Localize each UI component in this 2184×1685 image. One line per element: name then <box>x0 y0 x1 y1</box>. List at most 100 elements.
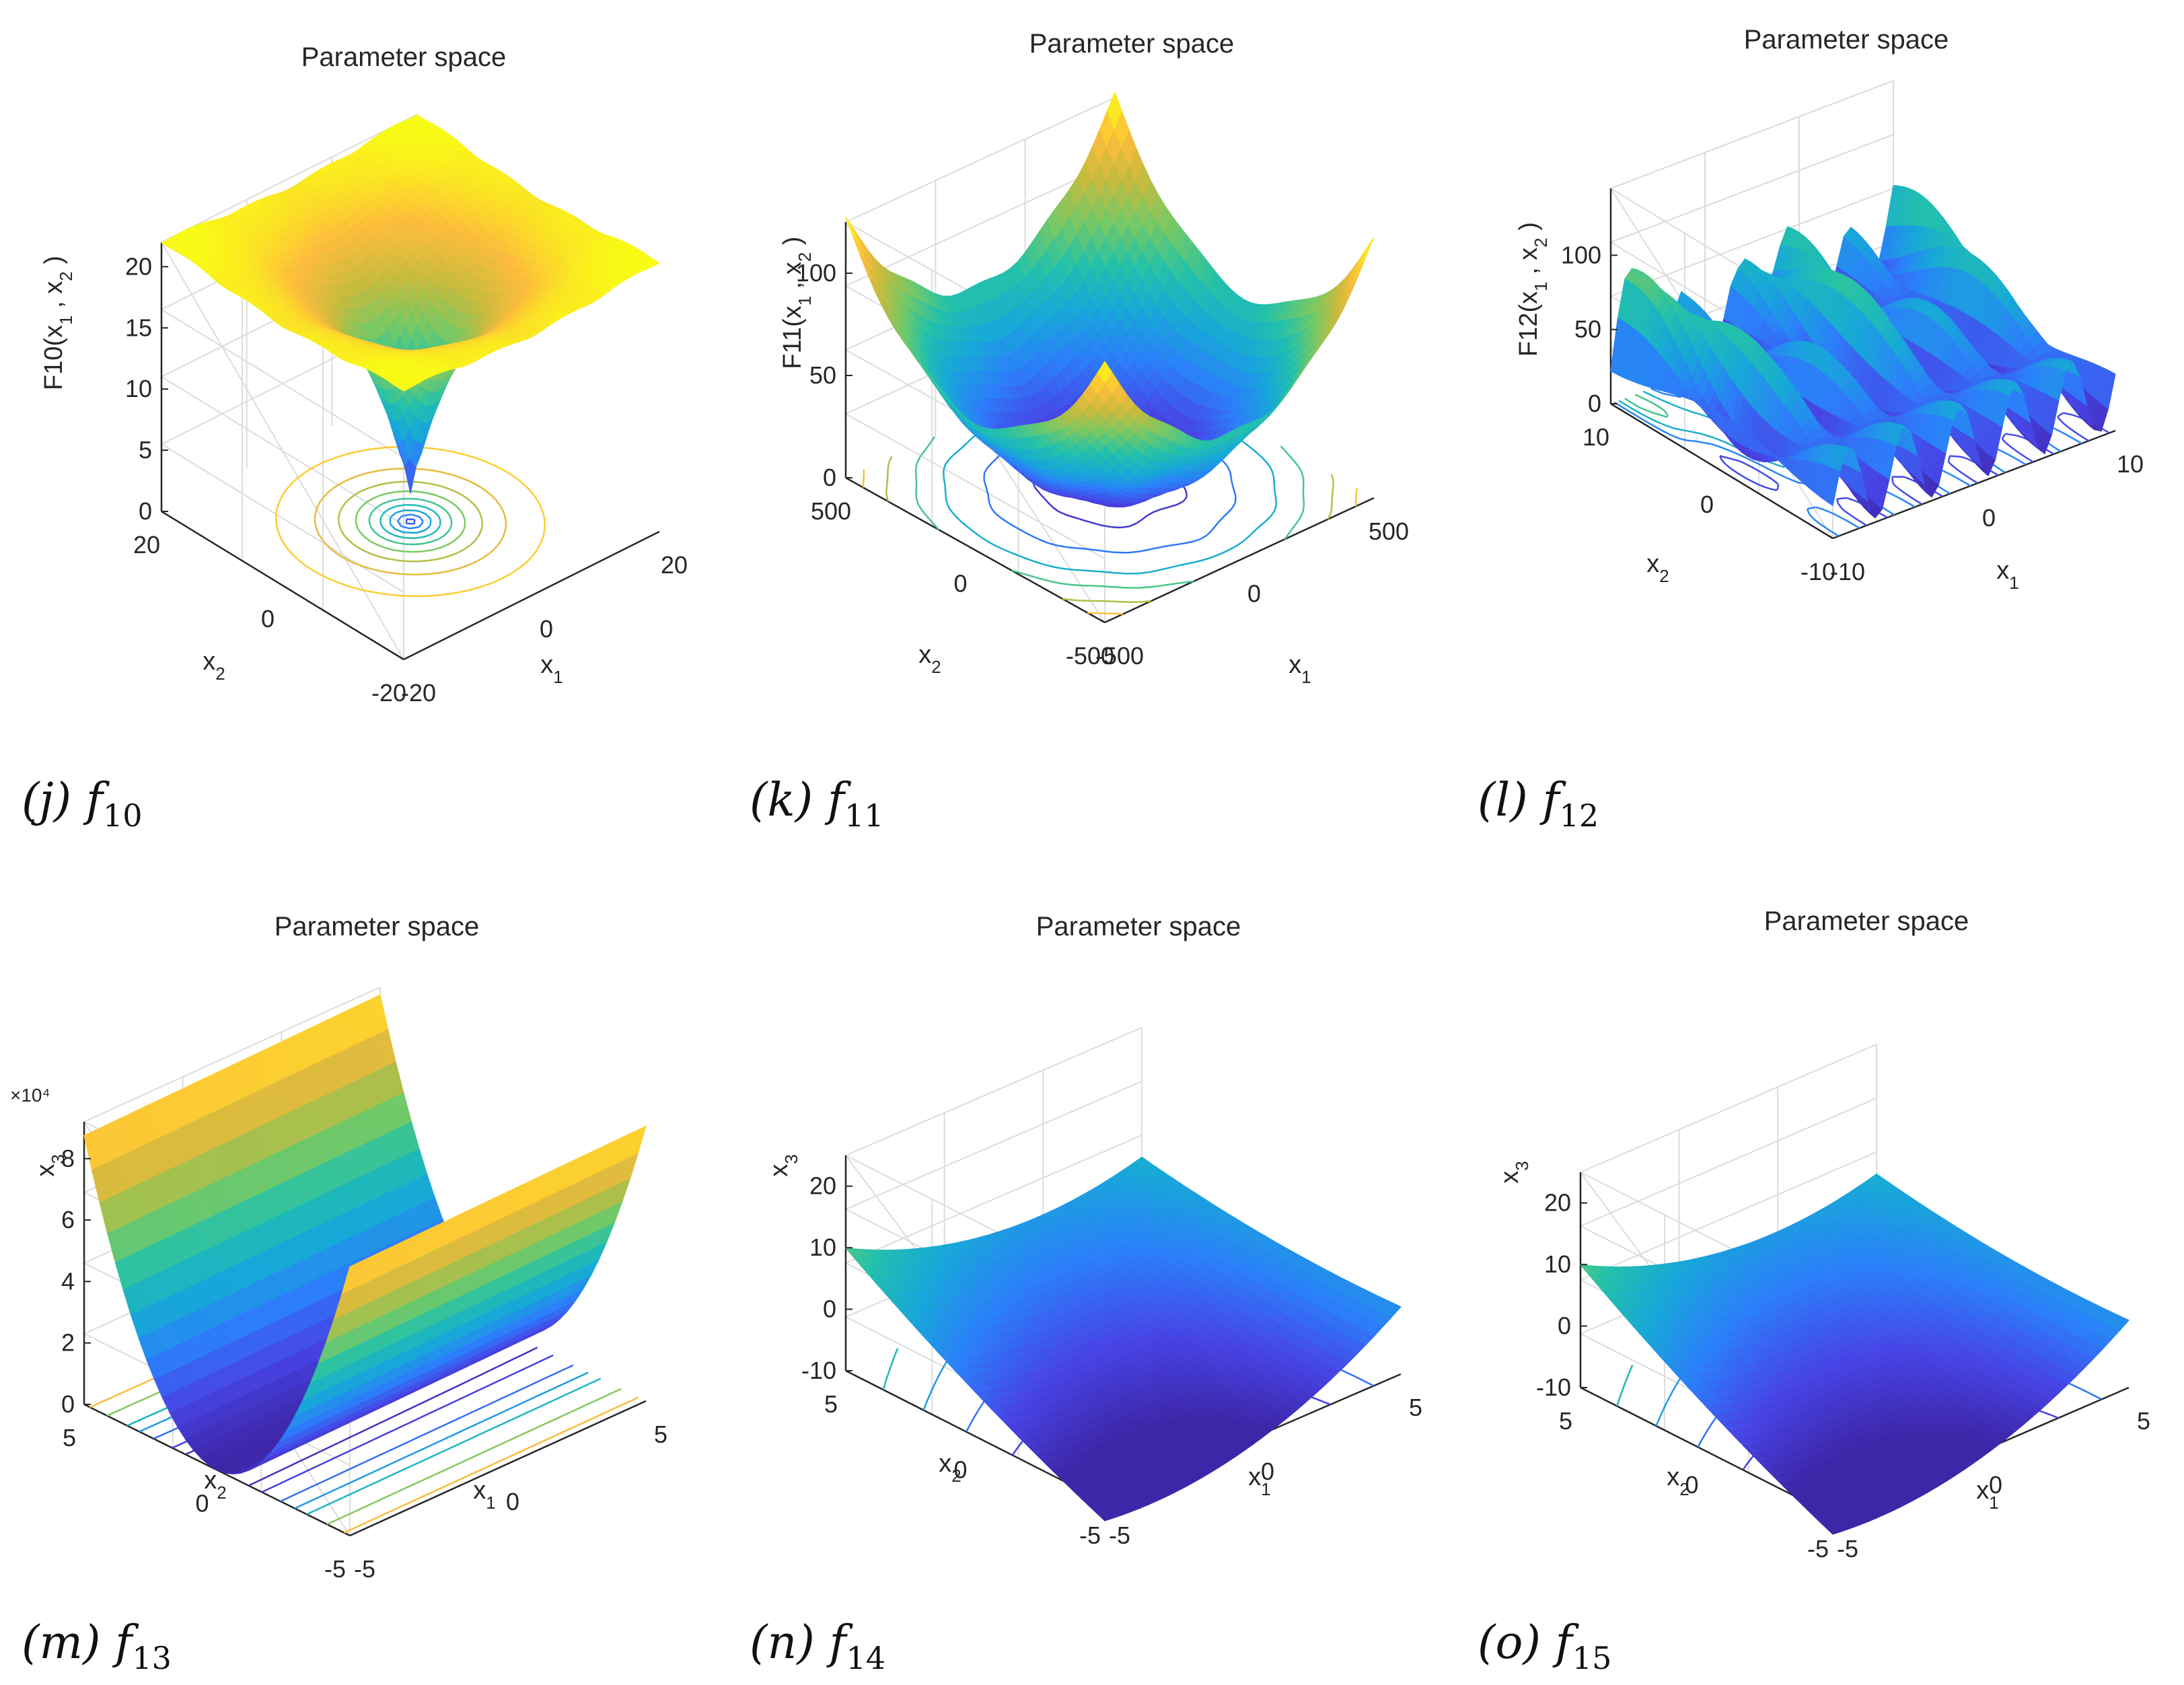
x2-tick-label: -20 <box>371 679 406 707</box>
x1-tick-label: -5 <box>1837 1535 1858 1563</box>
x2-tick-label: 5 <box>63 1424 76 1451</box>
x1-tick-label: 0 <box>1261 1458 1274 1485</box>
z-axis-label: x3 <box>32 1154 68 1176</box>
z-tick-label: 0 <box>139 497 152 525</box>
x1-tick-label: 0 <box>1982 504 1996 532</box>
figure-caption: (l) f12 <box>1478 774 1599 834</box>
z-tick-label: 0 <box>823 1295 836 1323</box>
x2-tick-label: -5 <box>324 1555 346 1583</box>
x1-axis-label: x1 <box>473 1476 495 1513</box>
z-tick-label: 15 <box>125 314 152 341</box>
plot-area: Parameter space -10 0 10 20 -5 0 5 5 0 -5 x3 x1 x2 <box>1496 906 2150 1563</box>
panel-f10: Parameter space 0 5 10 15 20 -20 0 20 20 0 -20 F10(x… <box>0 0 728 842</box>
x2-tick-label: 0 <box>261 605 275 633</box>
plot-title: Parameter space <box>275 912 480 941</box>
z-tick-label: 100 <box>796 259 836 287</box>
x2-tick-label: 0 <box>953 570 967 598</box>
z-tick-label: -10 <box>801 1357 836 1384</box>
x1-tick-label: 0 <box>540 615 553 643</box>
plot-area: Parameter space 0 5 10 15 20 -20 0 20 20 0 -20 F10(x… <box>40 42 688 707</box>
x2-axis-label: x2 <box>204 1466 226 1503</box>
x1-axis-label: x1 <box>1996 557 2018 593</box>
x1-tick-label: 500 <box>1369 517 1409 545</box>
x2-tick-label: 5 <box>824 1390 838 1418</box>
x1-tick-label: -10 <box>1830 558 1865 585</box>
x2-tick-label: -10 <box>1800 558 1835 585</box>
plot-title: Parameter space <box>1764 906 1969 936</box>
x2-tick-label: 20 <box>133 531 160 559</box>
z-tick-label: 20 <box>1544 1189 1571 1217</box>
z-tick-label: 50 <box>809 361 836 389</box>
x2-axis-label: x2 <box>203 647 225 684</box>
x1-tick-label: 5 <box>2137 1407 2150 1435</box>
x2-tick-label: 10 <box>1582 423 1609 451</box>
z-tick-label: 100 <box>1561 241 1601 268</box>
z-tick-label: 0 <box>1588 390 1601 417</box>
z-tick-label: 10 <box>125 375 152 402</box>
figure-caption: (k) f11 <box>750 774 884 834</box>
plot-area: Parameter space 0 2 4 6 8 -5 0 5 5 0 -5 x3 ×10⁴ x1 x2 <box>10 912 667 1583</box>
x1-tick-label: 10 <box>2117 450 2144 478</box>
x2-tick-label: -5 <box>1807 1535 1829 1563</box>
x2-tick-label: -500 <box>1066 642 1114 670</box>
z-tick-label: 2 <box>61 1329 75 1357</box>
surface <box>1579 1173 2130 1535</box>
z-tick-label: 5 <box>139 436 152 464</box>
surface <box>845 91 1375 508</box>
x1-tick-label: 20 <box>661 551 688 579</box>
surface <box>844 1156 1402 1521</box>
plot-area: Parameter space 0 50 100 -500 0 500 500 0 -500 F11… <box>778 29 1409 687</box>
x2-tick-label: 0 <box>1685 1471 1698 1499</box>
z-tick-label: 50 <box>1574 316 1601 343</box>
x1-tick-label: -500 <box>1095 642 1144 670</box>
x1-tick-label: 0 <box>1989 1471 2002 1499</box>
figure-caption: (m) f13 <box>22 1616 172 1676</box>
x1-axis-label: x1 <box>540 651 562 687</box>
surface <box>160 114 661 494</box>
panel-f11: Parameter space 0 50 100 -500 0 500 500 0 -500 F11… <box>728 0 1456 842</box>
z-axis-label: F10(x1 , x2 ) <box>40 256 76 390</box>
x2-axis-label: x2 <box>939 1449 961 1486</box>
x2-axis-label: x2 <box>1667 1463 1689 1499</box>
panel-f15: Parameter space -10 0 10 20 -5 0 5 5 0 -5 x3 x1 x2 (o)… <box>1456 842 2184 1685</box>
z-tick-label: 8 <box>61 1145 75 1172</box>
z-exponent-label: ×10⁴ <box>10 1085 50 1106</box>
z-axis-label: F11(x1 , x2 ) <box>778 236 815 369</box>
z-tick-label: 0 <box>61 1390 75 1418</box>
panel-f14: Parameter space -10 0 10 20 -5 0 5 5 0 -5 x3 x1 x2 (n)… <box>728 842 1456 1685</box>
contour-lines <box>275 445 546 598</box>
tick-labels: -10 0 10 20 -5 0 5 5 0 -5 <box>1536 1189 2150 1563</box>
z-tick-label: 20 <box>125 252 152 280</box>
x1-tick-label: 5 <box>654 1421 667 1448</box>
tick-labels: -10 0 10 20 -5 0 5 5 0 -5 <box>801 1172 1422 1549</box>
plot-title: Parameter space <box>1036 912 1241 941</box>
z-axis-label: F12(x1 , x2 ) <box>1515 222 1551 357</box>
x1-axis-label: x1 <box>1248 1463 1270 1499</box>
x2-tick-label: 0 <box>953 1456 967 1484</box>
z-tick-label: 20 <box>809 1172 836 1200</box>
z-axis-label: x3 <box>1496 1161 1532 1183</box>
x1-tick-label: 5 <box>1409 1394 1422 1421</box>
z-tick-label: 4 <box>61 1267 75 1295</box>
panel-f13: Parameter space 0 2 4 6 8 -5 0 5 5 0 -5 x3 ×10⁴ x1 x2 (m… <box>0 842 728 1685</box>
x1-tick-label: -5 <box>354 1555 375 1583</box>
z-tick-label: -10 <box>1536 1373 1571 1401</box>
surface <box>1610 185 2116 519</box>
x2-tick-label: 5 <box>1559 1407 1572 1435</box>
z-tick-label: 10 <box>809 1233 836 1261</box>
tick-labels: 0 2 4 6 8 -5 0 5 5 0 -5 <box>61 1145 667 1583</box>
x1-axis-label: x1 <box>1288 651 1311 687</box>
x2-tick-label: -5 <box>1079 1521 1101 1549</box>
plot-area: Parameter space050100-10010100-10F12(x1 … <box>1515 25 2144 593</box>
tick-labels: 0 5 10 15 20 -20 0 20 20 0 -20 <box>125 252 688 707</box>
plot-area: Parameter space -10 0 10 20 -5 0 5 5 0 -5 x3 x1 x2 <box>765 912 1422 1549</box>
plot-title: Parameter space <box>1029 29 1235 59</box>
x1-tick-label: 0 <box>506 1488 519 1515</box>
plot-title: Parameter space <box>301 42 507 72</box>
x2-tick-label: 0 <box>1700 491 1714 518</box>
x1-axis-label: x1 <box>1976 1476 1998 1513</box>
x1-tick-label: 0 <box>1247 580 1261 608</box>
z-tick-label: 6 <box>61 1206 75 1233</box>
figure-caption: (n) f14 <box>750 1616 886 1676</box>
